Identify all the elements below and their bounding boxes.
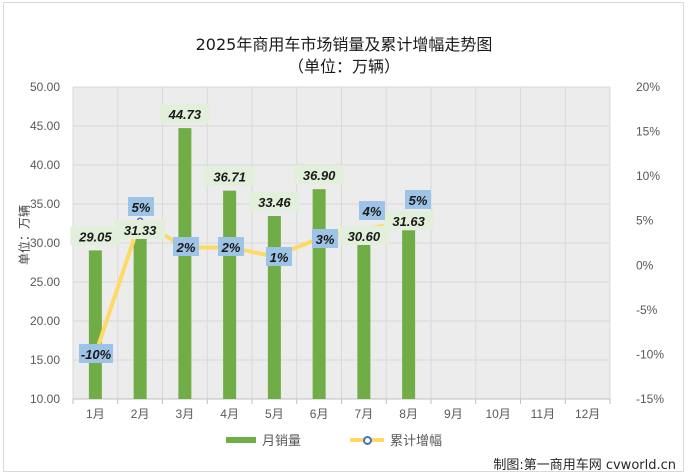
y2-tick-label: 0%	[636, 258, 654, 272]
line-value-label: 1%	[270, 250, 289, 265]
y2-tick-label: 20%	[636, 80, 660, 94]
bar	[312, 189, 326, 399]
line-value-label-bg	[405, 190, 431, 209]
x-tick-label: 8月	[399, 407, 418, 421]
y-tick-label: 15.00	[30, 353, 60, 367]
bar-value-label: 29.05	[78, 229, 112, 244]
y2-tick-label: 5%	[636, 214, 654, 228]
line-value-label-bg	[173, 237, 199, 256]
x-tick-label: 5月	[265, 407, 284, 421]
bar	[357, 238, 371, 399]
y2-tick-label: -15%	[636, 392, 664, 406]
bar	[88, 250, 102, 399]
bar-value-label-bg	[159, 104, 210, 124]
line-value-label: 3%	[316, 232, 335, 247]
bar-value-label: 36.90	[303, 168, 336, 183]
y-tick-label: 50.00	[30, 80, 60, 94]
bar-value-label-bg	[249, 192, 300, 212]
line-value-label: -10%	[81, 347, 112, 362]
x-tick-label: 1月	[86, 407, 105, 421]
y-tick-label: 45.00	[30, 119, 60, 133]
legend-bar-swatch	[226, 436, 256, 443]
y2-tick-label: -10%	[636, 347, 664, 361]
line-value-label: 4%	[362, 204, 382, 219]
y-tick-label: 40.00	[30, 158, 60, 172]
bar-value-label: 44.73	[168, 107, 202, 122]
bar-value-label: 30.60	[348, 229, 381, 244]
bar	[133, 232, 147, 399]
chart-subtitle: （单位：万辆）	[287, 57, 400, 76]
x-tick-label: 10月	[485, 407, 510, 421]
line-value-label: 5%	[132, 200, 151, 215]
bar-value-label: 31.63	[392, 214, 425, 229]
line-value-label: 2%	[176, 240, 196, 255]
bar-value-label-bg	[70, 226, 121, 246]
chart-title: 2025年商用车市场销量及累计增幅走势图	[195, 35, 493, 54]
line-value-label: 2%	[221, 240, 241, 255]
y2-tick-label: 10%	[636, 169, 660, 183]
legend-line-swatch	[350, 435, 384, 445]
bar-value-label: 31.33	[124, 223, 157, 238]
y-tick-label: 25.00	[30, 275, 60, 289]
y2-tick-label: 15%	[636, 125, 660, 139]
line-value-label-bg	[359, 201, 385, 220]
x-tick-label: 4月	[220, 407, 239, 421]
legend-item-sales: 月销量	[226, 430, 301, 449]
bar-value-label-bg	[383, 211, 434, 230]
bar	[267, 216, 281, 399]
bar	[178, 128, 192, 399]
line-value-label-bg	[312, 229, 338, 248]
legend: 月销量 累计增幅	[0, 430, 688, 449]
y-tick-label: 30.00	[30, 236, 60, 250]
x-tick-label: 7月	[355, 407, 374, 421]
x-tick-label: 9月	[444, 407, 463, 421]
legend-item-growth: 累计增幅	[350, 430, 442, 449]
x-tick-label: 11月	[531, 407, 555, 421]
line-value-label: 5%	[409, 193, 428, 208]
y-tick-label: 35.00	[30, 197, 60, 211]
bar-value-label: 36.71	[213, 170, 246, 185]
line-value-label-bg	[128, 197, 154, 216]
bar	[402, 230, 416, 399]
line-value-label-bg	[266, 247, 292, 266]
legend-label-sales: 月销量	[262, 434, 302, 449]
y-tick-label: 10.00	[30, 392, 60, 406]
x-tick-label: 12月	[575, 407, 600, 421]
line-value-label-bg	[79, 344, 113, 363]
y2-tick-label: -5%	[636, 303, 658, 317]
y-tick-label: 20.00	[30, 314, 60, 328]
line-value-label-bg	[218, 237, 244, 256]
bar-value-label-bg	[115, 220, 166, 239]
bar	[223, 190, 237, 399]
bar-value-label-bg	[294, 165, 345, 185]
x-tick-label: 2月	[131, 407, 150, 421]
legend-label-growth: 累计增幅	[390, 434, 443, 449]
x-tick-label: 6月	[310, 407, 329, 421]
bar-value-label: 33.46	[258, 195, 291, 210]
bar-value-label-bg	[338, 226, 389, 245]
source-credit: 制图:第一商用车网 cvworld.cn	[493, 458, 676, 473]
x-tick-label: 3月	[176, 407, 195, 421]
bar-value-label-bg	[204, 166, 255, 186]
